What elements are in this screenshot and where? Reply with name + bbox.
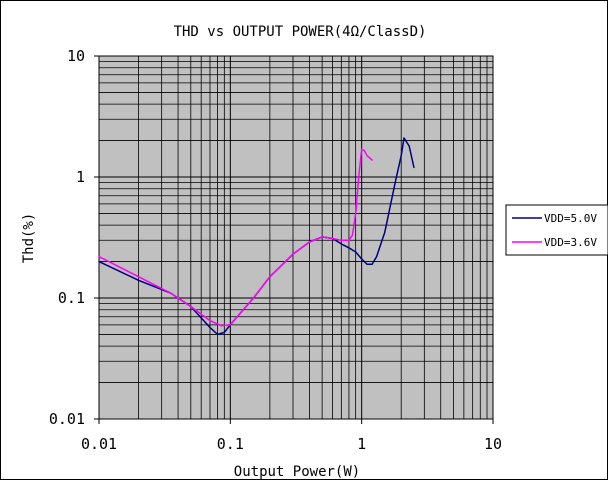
x-tick-label: 1: [357, 435, 366, 453]
y-tick-label: 0.01: [49, 410, 85, 428]
y-tick-label: 10: [67, 47, 85, 65]
x-tick-label: 0.01: [81, 435, 117, 453]
legend-label-1: VDD=5.0V: [544, 212, 597, 225]
legend-label-2: VDD=3.6V: [544, 236, 597, 249]
y-axis-label: Thd(%): [21, 213, 37, 264]
series-line-2: [98, 148, 373, 327]
plot-background: [98, 55, 494, 420]
x-tick-label: 10: [484, 435, 502, 453]
x-axis-label: Output Power(W): [234, 464, 360, 480]
legend: VDD=5.0V VDD=3.6V: [505, 204, 608, 256]
plot-area: 0.01 0.1 1 10 0.01 0.1 1 10: [49, 47, 502, 453]
y-tick-label: 1: [76, 168, 85, 186]
chart-title: THD vs OUTPUT POWER(4Ω/ClassD): [174, 24, 427, 40]
legend-box: [505, 204, 608, 256]
y-tick-label: 0.1: [58, 289, 85, 307]
x-tick-label: 0.1: [217, 435, 244, 453]
